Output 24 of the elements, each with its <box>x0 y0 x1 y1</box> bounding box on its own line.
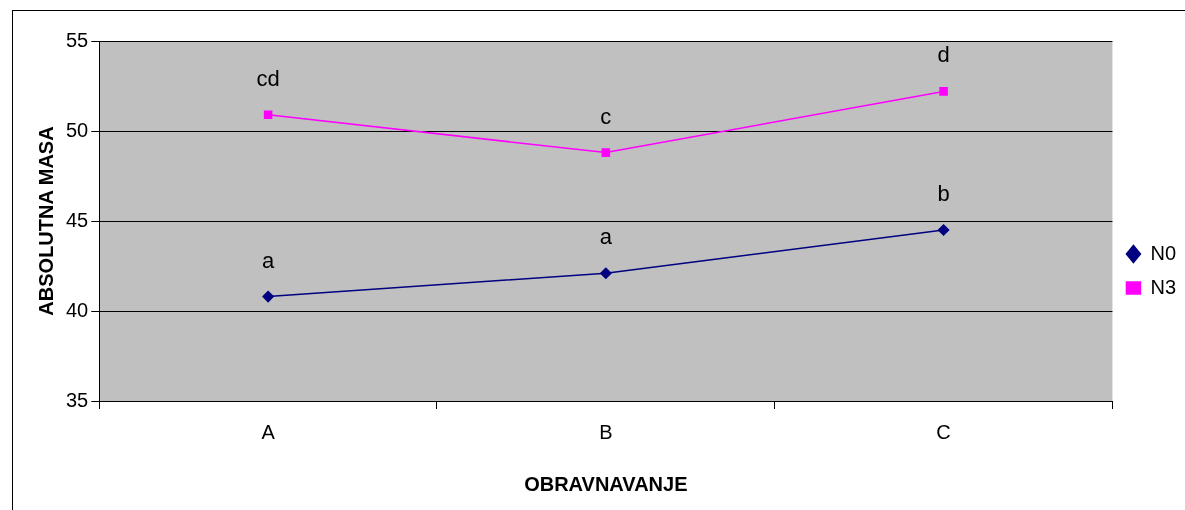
point <box>262 290 274 303</box>
point <box>600 267 612 279</box>
annotation: a <box>599 224 613 250</box>
annotation: a <box>261 247 275 273</box>
y-tick-label: 40 <box>66 298 89 321</box>
y-tick-label: 55 <box>66 28 89 51</box>
annotation: d <box>937 42 950 68</box>
annotation: cd <box>256 65 280 91</box>
y-axis-title: ABSOLUTNA MASA <box>34 126 57 316</box>
y-tick-label: 45 <box>66 208 89 231</box>
x-tick-label: B <box>599 420 613 443</box>
point <box>601 148 611 157</box>
point <box>939 87 948 96</box>
y-tick-label: 35 <box>66 388 89 411</box>
legend-label: N0 <box>1150 241 1177 264</box>
x-tick-label: A <box>261 420 276 443</box>
x-axis-title: OBRAVNAVANJE <box>524 472 688 495</box>
annotation: c <box>600 103 612 129</box>
y-tick-label: 50 <box>66 118 89 141</box>
x-tick-label: C <box>936 420 951 443</box>
point <box>263 110 273 120</box>
annotation: b <box>937 181 950 207</box>
legend-label: N3 <box>1150 275 1177 298</box>
point <box>937 224 950 236</box>
